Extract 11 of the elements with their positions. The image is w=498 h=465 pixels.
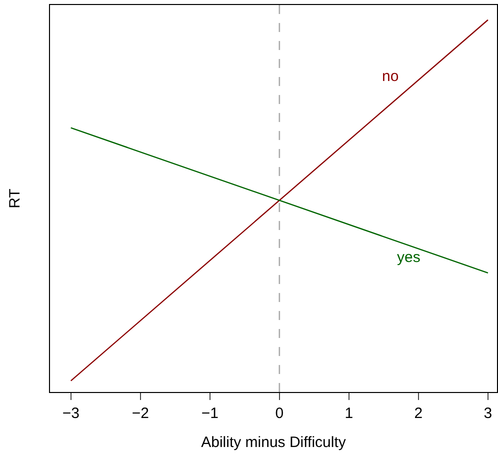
y-axis-title: RT	[6, 188, 24, 208]
x-tick-label: 1	[344, 405, 354, 422]
x-axis-title: Ability minus Difficulty	[201, 434, 346, 451]
x-tick-label: 2	[414, 405, 423, 422]
x-tick-label: 3	[484, 405, 492, 422]
x-tick-label: 0	[275, 405, 284, 422]
x-tick-label: −3	[62, 405, 80, 422]
x-tick-label: −1	[201, 405, 218, 422]
series-label: yes	[397, 249, 420, 266]
x-tick-label: −2	[132, 405, 149, 422]
series-label: no	[382, 68, 399, 85]
